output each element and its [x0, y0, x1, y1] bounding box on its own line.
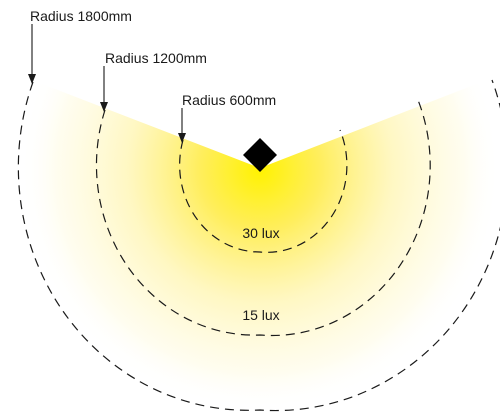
radius-label-1200: Radius 1200mm [105, 50, 207, 66]
light-beam [15, 78, 500, 412]
lux-label-15: 15 lux [242, 307, 279, 323]
arrow-outer-head [28, 74, 36, 84]
radius-label-600: Radius 600mm [182, 92, 276, 108]
lux-label-30: 30 lux [242, 225, 279, 241]
radius-label-1800: Radius 1800mm [30, 8, 132, 24]
